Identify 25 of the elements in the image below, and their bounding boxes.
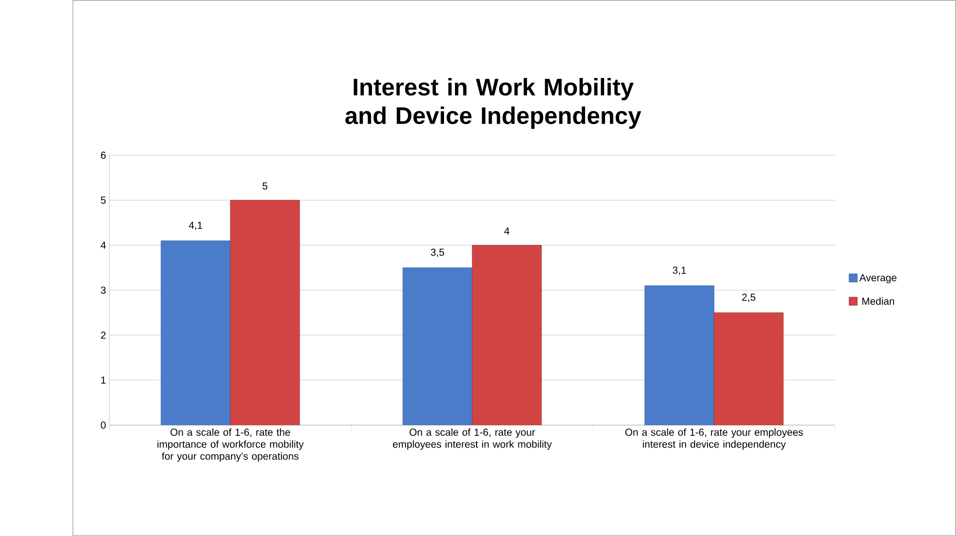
y-tick-label: 4 [100,242,106,249]
x-tick-label: On a scale of 1-6, rate the importance of workforce mobility for your company’s operations [158,428,304,462]
data-label: 3,5 [430,248,444,258]
chart-title: Interest in Work Mobility and Device Independency [345,78,642,129]
bar [230,200,300,426]
y-tick-label: 2 [100,332,106,339]
bar [472,245,542,426]
y-tick-label: 3 [100,286,106,294]
bar [402,268,472,426]
data-label: 4,1 [188,222,202,230]
bar [160,240,230,426]
x-tick-label: On a scale of 1-6, rate your employees interest in device independency [625,428,803,450]
y-tick-label: 1 [101,376,106,384]
data-label: 5 [262,182,268,190]
bar [644,285,714,426]
y-tick-label: 0 [100,422,106,429]
y-tick-label: 6 [101,152,106,159]
data-label: 2,5 [742,294,756,302]
bar [714,312,784,426]
legend-label: Median [862,297,894,305]
data-label: 3,1 [672,266,686,276]
x-tick-label: On a scale of 1-6, rate your employees interest in work mobility [392,428,552,450]
y-tick-label: 5 [100,196,106,204]
legend-label: Average [859,274,896,284]
data-label: 4 [504,228,510,235]
